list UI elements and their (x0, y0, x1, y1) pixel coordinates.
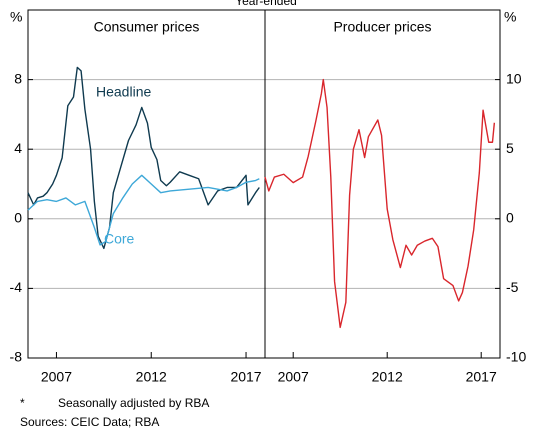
footnote: Seasonally adjusted by RBA (58, 396, 209, 410)
y-tick-label: -10 (506, 349, 526, 365)
series-line (27, 174, 260, 246)
y-axis-label: % (504, 9, 516, 25)
sources: Sources: CEIC Data; RBA (20, 415, 159, 429)
y-axis-label: % (10, 9, 22, 25)
y-tick-label: -5 (506, 279, 519, 295)
x-tick-label: 2012 (372, 369, 403, 385)
x-tick-label: 2017 (230, 369, 261, 385)
y-tick-label: 8 (14, 70, 22, 86)
footnote-marker: * (20, 396, 25, 410)
x-tick-label: 2007 (278, 369, 309, 385)
y-tick-label: 5 (506, 140, 514, 156)
series-line (264, 78, 496, 329)
series-label: Headline (96, 84, 151, 100)
chart-title: Year-ended (235, 0, 297, 8)
frame (27, 9, 501, 359)
series-label: Core (104, 231, 135, 247)
y-tick-label: 10 (506, 70, 522, 86)
series-line (27, 66, 260, 250)
x-tick-label: 2007 (41, 369, 72, 385)
panel-title: Producer prices (333, 19, 431, 35)
y-tick-label: 0 (14, 210, 22, 226)
y-tick-label: 0 (506, 210, 514, 226)
panel-title: Consumer prices (94, 19, 200, 35)
y-tick-label: 4 (14, 140, 22, 156)
y-tick-label: -4 (10, 279, 23, 295)
y-tick-label: -8 (10, 349, 23, 365)
x-tick-label: 2012 (136, 369, 167, 385)
x-tick-label: 2017 (466, 369, 497, 385)
